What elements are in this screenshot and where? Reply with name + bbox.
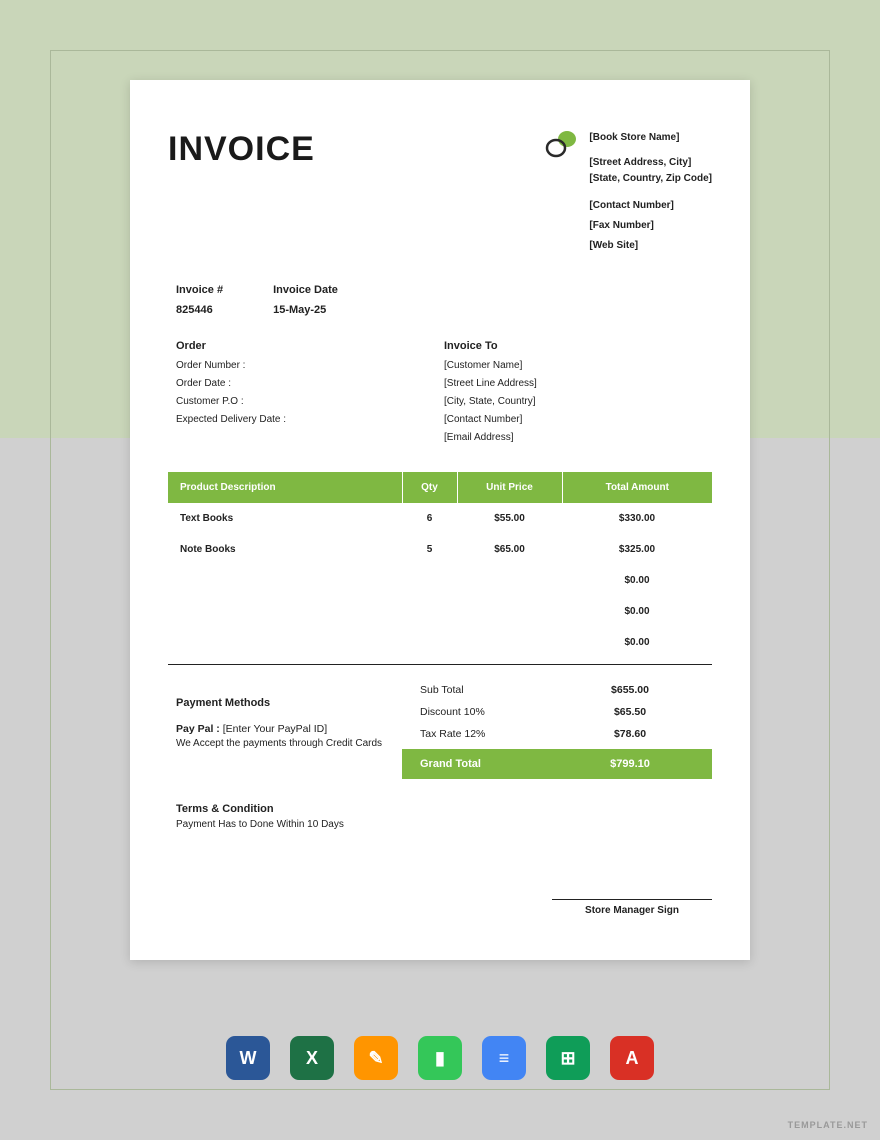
payment-block: Payment Methods Pay Pal : [Enter Your Pa… xyxy=(168,679,402,779)
cell-total: $0.00 xyxy=(562,565,712,596)
summary-row: Discount 10%$65.50 xyxy=(402,701,712,723)
line-items-table: Product Description Qty Unit Price Total… xyxy=(168,472,712,658)
invoiceto-line: [Street Line Address] xyxy=(444,378,712,389)
order-line: Customer P.O : xyxy=(176,396,444,407)
terms-heading: Terms & Condition xyxy=(176,803,712,815)
cell-qty: 6 xyxy=(402,503,457,534)
cell-price xyxy=(457,627,562,658)
invoice-to-block: Invoice To [Customer Name] [Street Line A… xyxy=(444,340,712,450)
invoiceto-line: [Contact Number] xyxy=(444,414,712,425)
signature-line xyxy=(552,899,712,900)
invoiceto-line: [Customer Name] xyxy=(444,360,712,371)
cell-desc: Note Books xyxy=(168,534,402,565)
grand-total-row: Grand Total $799.10 xyxy=(402,749,712,779)
invoiceto-line: [City, State, Country] xyxy=(444,396,712,407)
th-qty: Qty xyxy=(402,472,457,503)
summary-label: Sub Total xyxy=(402,684,560,696)
table-row: $0.00 xyxy=(168,596,712,627)
cell-price xyxy=(457,596,562,627)
summary-row: Tax Rate 12%$78.60 xyxy=(402,723,712,745)
invoice-to-heading: Invoice To xyxy=(444,340,712,352)
divider xyxy=(168,664,712,665)
cell-price: $65.00 xyxy=(457,534,562,565)
summary-section: Payment Methods Pay Pal : [Enter Your Pa… xyxy=(168,679,712,779)
th-price: Unit Price xyxy=(457,472,562,503)
order-line: Order Date : xyxy=(176,378,444,389)
word-icon[interactable]: W xyxy=(226,1036,270,1080)
table-row: Note Books5$65.00$325.00 xyxy=(168,534,712,565)
summary-value: $65.50 xyxy=(560,706,700,718)
format-icons-row: WX ✎ ▮ ≡ ⊞ A xyxy=(0,1036,880,1080)
invoice-title: INVOICE xyxy=(168,130,315,256)
summary-label: Discount 10% xyxy=(402,706,560,718)
excel-icon[interactable]: X xyxy=(290,1036,334,1080)
cell-total: $0.00 xyxy=(562,596,712,627)
terms-text: Payment Has to Done Within 10 Days xyxy=(176,819,712,830)
pdf-icon[interactable]: A xyxy=(610,1036,654,1080)
invoice-date-block: Invoice Date 15-May-25 xyxy=(273,284,338,316)
invoice-number-block: Invoice # 825446 xyxy=(176,284,223,316)
summary-value: $655.00 xyxy=(560,684,700,696)
invoice-meta: Invoice # 825446 Invoice Date 15-May-25 xyxy=(168,284,712,316)
grand-total-label: Grand Total xyxy=(402,758,560,770)
invoice-date-label: Invoice Date xyxy=(273,284,338,296)
cell-desc xyxy=(168,565,402,596)
th-description: Product Description xyxy=(168,472,402,503)
order-heading: Order xyxy=(176,340,444,352)
payment-heading: Payment Methods xyxy=(176,697,402,709)
cell-qty xyxy=(402,596,457,627)
cell-desc: Text Books xyxy=(168,503,402,534)
summary-row: Sub Total$655.00 xyxy=(402,679,712,701)
cell-desc xyxy=(168,596,402,627)
google-docs-icon[interactable]: ≡ xyxy=(482,1036,526,1080)
signature-block: Store Manager Sign xyxy=(552,899,712,916)
company-website: [Web Site] xyxy=(589,236,712,255)
grand-total-value: $799.10 xyxy=(560,758,700,770)
company-fax: [Fax Number] xyxy=(589,216,712,235)
header: INVOICE [Book Store Name] [Street Addres… xyxy=(168,130,712,256)
invoice-date-value: 15-May-25 xyxy=(273,304,338,316)
cell-price: $55.00 xyxy=(457,503,562,534)
cell-qty xyxy=(402,627,457,658)
table-header-row: Product Description Qty Unit Price Total… xyxy=(168,472,712,503)
terms-block: Terms & Condition Payment Has to Done Wi… xyxy=(168,803,712,830)
invoice-number-label: Invoice # xyxy=(176,284,223,296)
pages-icon[interactable]: ✎ xyxy=(354,1036,398,1080)
order-and-billto: Order Order Number : Order Date : Customer… xyxy=(168,340,712,450)
order-line: Expected Delivery Date : xyxy=(176,414,444,425)
cell-price xyxy=(457,565,562,596)
order-block: Order Order Number : Order Date : Customer… xyxy=(176,340,444,450)
google-sheets-icon[interactable]: ⊞ xyxy=(546,1036,590,1080)
cell-total: $330.00 xyxy=(562,503,712,534)
invoice-page: INVOICE [Book Store Name] [Street Addres… xyxy=(130,80,750,960)
watermark: TEMPLATE.NET xyxy=(788,1120,868,1130)
cell-desc xyxy=(168,627,402,658)
table-row: Text Books6$55.00$330.00 xyxy=(168,503,712,534)
invoice-number-value: 825446 xyxy=(176,304,223,316)
company-info: [Book Store Name] [Street Address, City]… xyxy=(589,130,712,256)
summary-value: $78.60 xyxy=(560,728,700,740)
numbers-icon[interactable]: ▮ xyxy=(418,1036,462,1080)
invoiceto-line: [Email Address] xyxy=(444,432,712,443)
totals-block: Sub Total$655.00Discount 10%$65.50Tax Ra… xyxy=(402,679,712,779)
company-name: [Book Store Name] xyxy=(589,130,712,145)
payment-paypal: Pay Pal : [Enter Your PayPal ID] xyxy=(176,723,402,735)
cell-total: $0.00 xyxy=(562,627,712,658)
cell-total: $325.00 xyxy=(562,534,712,565)
summary-label: Tax Rate 12% xyxy=(402,728,560,740)
cell-qty xyxy=(402,565,457,596)
company-block: [Book Store Name] [Street Address, City]… xyxy=(545,130,712,256)
company-contact: [Contact Number] xyxy=(589,196,712,215)
logo-icon xyxy=(545,130,579,158)
company-address2: [State, Country, Zip Code] xyxy=(589,171,712,186)
cell-qty: 5 xyxy=(402,534,457,565)
signature-label: Store Manager Sign xyxy=(552,905,712,916)
company-address1: [Street Address, City] xyxy=(589,155,712,170)
table-row: $0.00 xyxy=(168,627,712,658)
th-total: Total Amount xyxy=(562,472,712,503)
order-line: Order Number : xyxy=(176,360,444,371)
table-row: $0.00 xyxy=(168,565,712,596)
payment-note: We Accept the payments through Credit Ca… xyxy=(176,738,402,749)
